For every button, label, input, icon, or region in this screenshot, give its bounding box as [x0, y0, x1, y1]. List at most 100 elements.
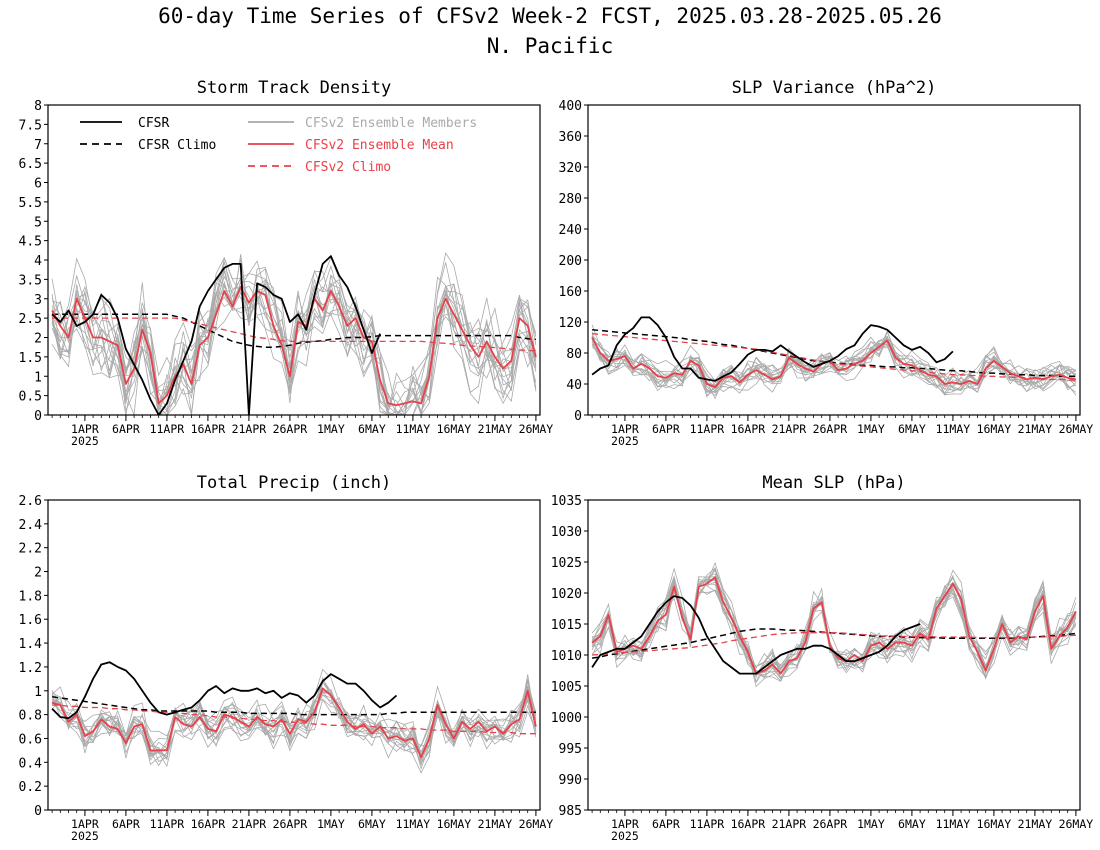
- ensemble-member-line: [51, 252, 537, 415]
- y-tick-label: 2.4: [19, 518, 43, 533]
- x-tick-label: 16APR: [731, 817, 766, 831]
- y-tick-label: 4.5: [19, 235, 42, 250]
- y-tick-label: 0.5: [19, 390, 42, 405]
- x-tick-label: 1APR: [71, 422, 99, 436]
- y-tick-label: 1020: [551, 587, 582, 602]
- y-tick-label: 995: [559, 742, 582, 757]
- legend-label: CFSv2 Ensemble Members: [305, 116, 477, 131]
- x-tick-label: 1MAY: [317, 422, 345, 436]
- x-tick-label: 26APR: [813, 422, 848, 436]
- y-tick-label: 1030: [551, 525, 582, 540]
- model-climo-line: [592, 332, 1076, 381]
- y-tick-label: 990: [559, 773, 582, 788]
- y-tick-label: 40: [566, 378, 582, 393]
- x-tick-label: 6MAY: [358, 422, 386, 436]
- ensemble-member-line: [51, 681, 537, 774]
- x-tick-label: 21APR: [232, 817, 267, 831]
- y-tick-label: 7.5: [19, 118, 42, 133]
- y-tick-label: 8: [34, 99, 42, 114]
- x-tick-label: 6MAY: [898, 422, 926, 436]
- y-tick-label: 1.4: [19, 637, 43, 652]
- panel-4: Mean SLP (hPa) 985 990 995 1000 1005 1010 1015 1…: [551, 473, 1094, 843]
- y-tick-label: 7: [34, 138, 42, 153]
- x-tick-label: 1APR: [611, 422, 639, 436]
- ensemble-member-line: [591, 337, 1077, 400]
- x-tick-label: 16APR: [731, 422, 766, 436]
- y-tick-label: 1025: [551, 556, 582, 571]
- y-tick-label: 5: [34, 215, 42, 230]
- panel-title: SLP Variance (hPa^2): [732, 78, 937, 98]
- model-climo-line: [52, 704, 536, 735]
- cfsr-climo-line: [592, 329, 1076, 378]
- figure-region: N. Pacific: [486, 34, 614, 58]
- x-tick-label: 11MAY: [936, 422, 971, 436]
- x-tick-label: 6MAY: [898, 817, 926, 831]
- x-tick-label: 6APR: [112, 422, 140, 436]
- ensemble-member-line: [51, 274, 537, 415]
- ensemble-member-line: [51, 256, 537, 415]
- plot-area: [51, 661, 537, 774]
- y-tick-label: 1035: [551, 494, 582, 509]
- x-tick-label: 26APR: [273, 422, 308, 436]
- figure-title: 60-day Time Series of CFSv2 Week-2 FCST,…: [158, 4, 942, 28]
- cfsr-climo-line: [51, 695, 536, 716]
- ensemble-member-line: [51, 678, 537, 768]
- x-tick-label: 16MAY: [977, 817, 1012, 831]
- plot-area: [51, 252, 537, 415]
- y-tick-label: 120: [559, 316, 582, 331]
- y-tick-label: 0.8: [19, 709, 42, 724]
- ensemble-member-line: [51, 282, 537, 415]
- y-tick-label: 6: [34, 177, 42, 192]
- x-tick-label: 11MAY: [396, 817, 431, 831]
- x-tick-label: 16MAY: [977, 422, 1012, 436]
- x-tick-label: 1MAY: [857, 422, 885, 436]
- y-tick-label: 1005: [551, 680, 582, 695]
- x-tick-label: 21MAY: [1018, 817, 1053, 831]
- y-tick-label: 280: [559, 192, 582, 207]
- plot-area: [591, 561, 1077, 688]
- panel-title: Total Precip (inch): [197, 473, 391, 493]
- ensemble-member-line: [51, 279, 537, 415]
- x-tick-label: 1MAY: [317, 817, 345, 831]
- cfsr-line: [51, 661, 398, 720]
- y-tick-label: 0.6: [19, 732, 42, 747]
- panel-title: Mean SLP (hPa): [762, 473, 905, 493]
- x-tick-label: 21APR: [232, 422, 267, 436]
- x-year-label: 2025: [611, 829, 639, 843]
- y-tick-label: 1015: [551, 618, 582, 633]
- panel-2: SLP Variance (hPa^2) 0 40 80 120 160 200 240 280…: [559, 78, 1094, 448]
- y-tick-label: 2: [34, 566, 42, 581]
- ens-mean-line: [51, 286, 537, 407]
- y-tick-label: 2.6: [19, 494, 42, 509]
- y-tick-label: 2.5: [19, 312, 42, 327]
- y-tick-label: 0.4: [19, 756, 43, 771]
- x-tick-label: 21MAY: [478, 817, 513, 831]
- y-tick-label: 3.5: [19, 273, 42, 288]
- ensemble-member-line: [51, 676, 537, 767]
- y-tick-label: 0: [574, 409, 582, 424]
- x-tick-label: 11APR: [150, 422, 185, 436]
- x-year-label: 2025: [611, 434, 639, 448]
- y-tick-label: 200: [559, 254, 582, 269]
- x-tick-label: 11MAY: [396, 422, 431, 436]
- y-tick-label: 400: [559, 99, 582, 114]
- x-tick-label: 26MAY: [519, 422, 554, 436]
- y-tick-label: 2.2: [19, 542, 42, 557]
- y-tick-label: 985: [559, 804, 582, 819]
- panel-title: Storm Track Density: [197, 78, 391, 98]
- x-year-label: 2025: [71, 434, 99, 448]
- legend-label: CFSR Climo: [138, 138, 216, 153]
- y-tick-label: 1010: [551, 649, 582, 664]
- plot-area: [591, 316, 1077, 400]
- ens-mean-line: [51, 687, 537, 759]
- x-tick-label: 16MAY: [437, 817, 472, 831]
- x-tick-label: 1APR: [71, 817, 99, 831]
- x-tick-label: 11APR: [690, 817, 725, 831]
- x-tick-label: 11MAY: [936, 817, 971, 831]
- x-tick-label: 16APR: [191, 817, 226, 831]
- model-climo-line: [592, 632, 1076, 656]
- x-tick-label: 16MAY: [437, 422, 472, 436]
- cfsr-climo-line: [52, 313, 536, 348]
